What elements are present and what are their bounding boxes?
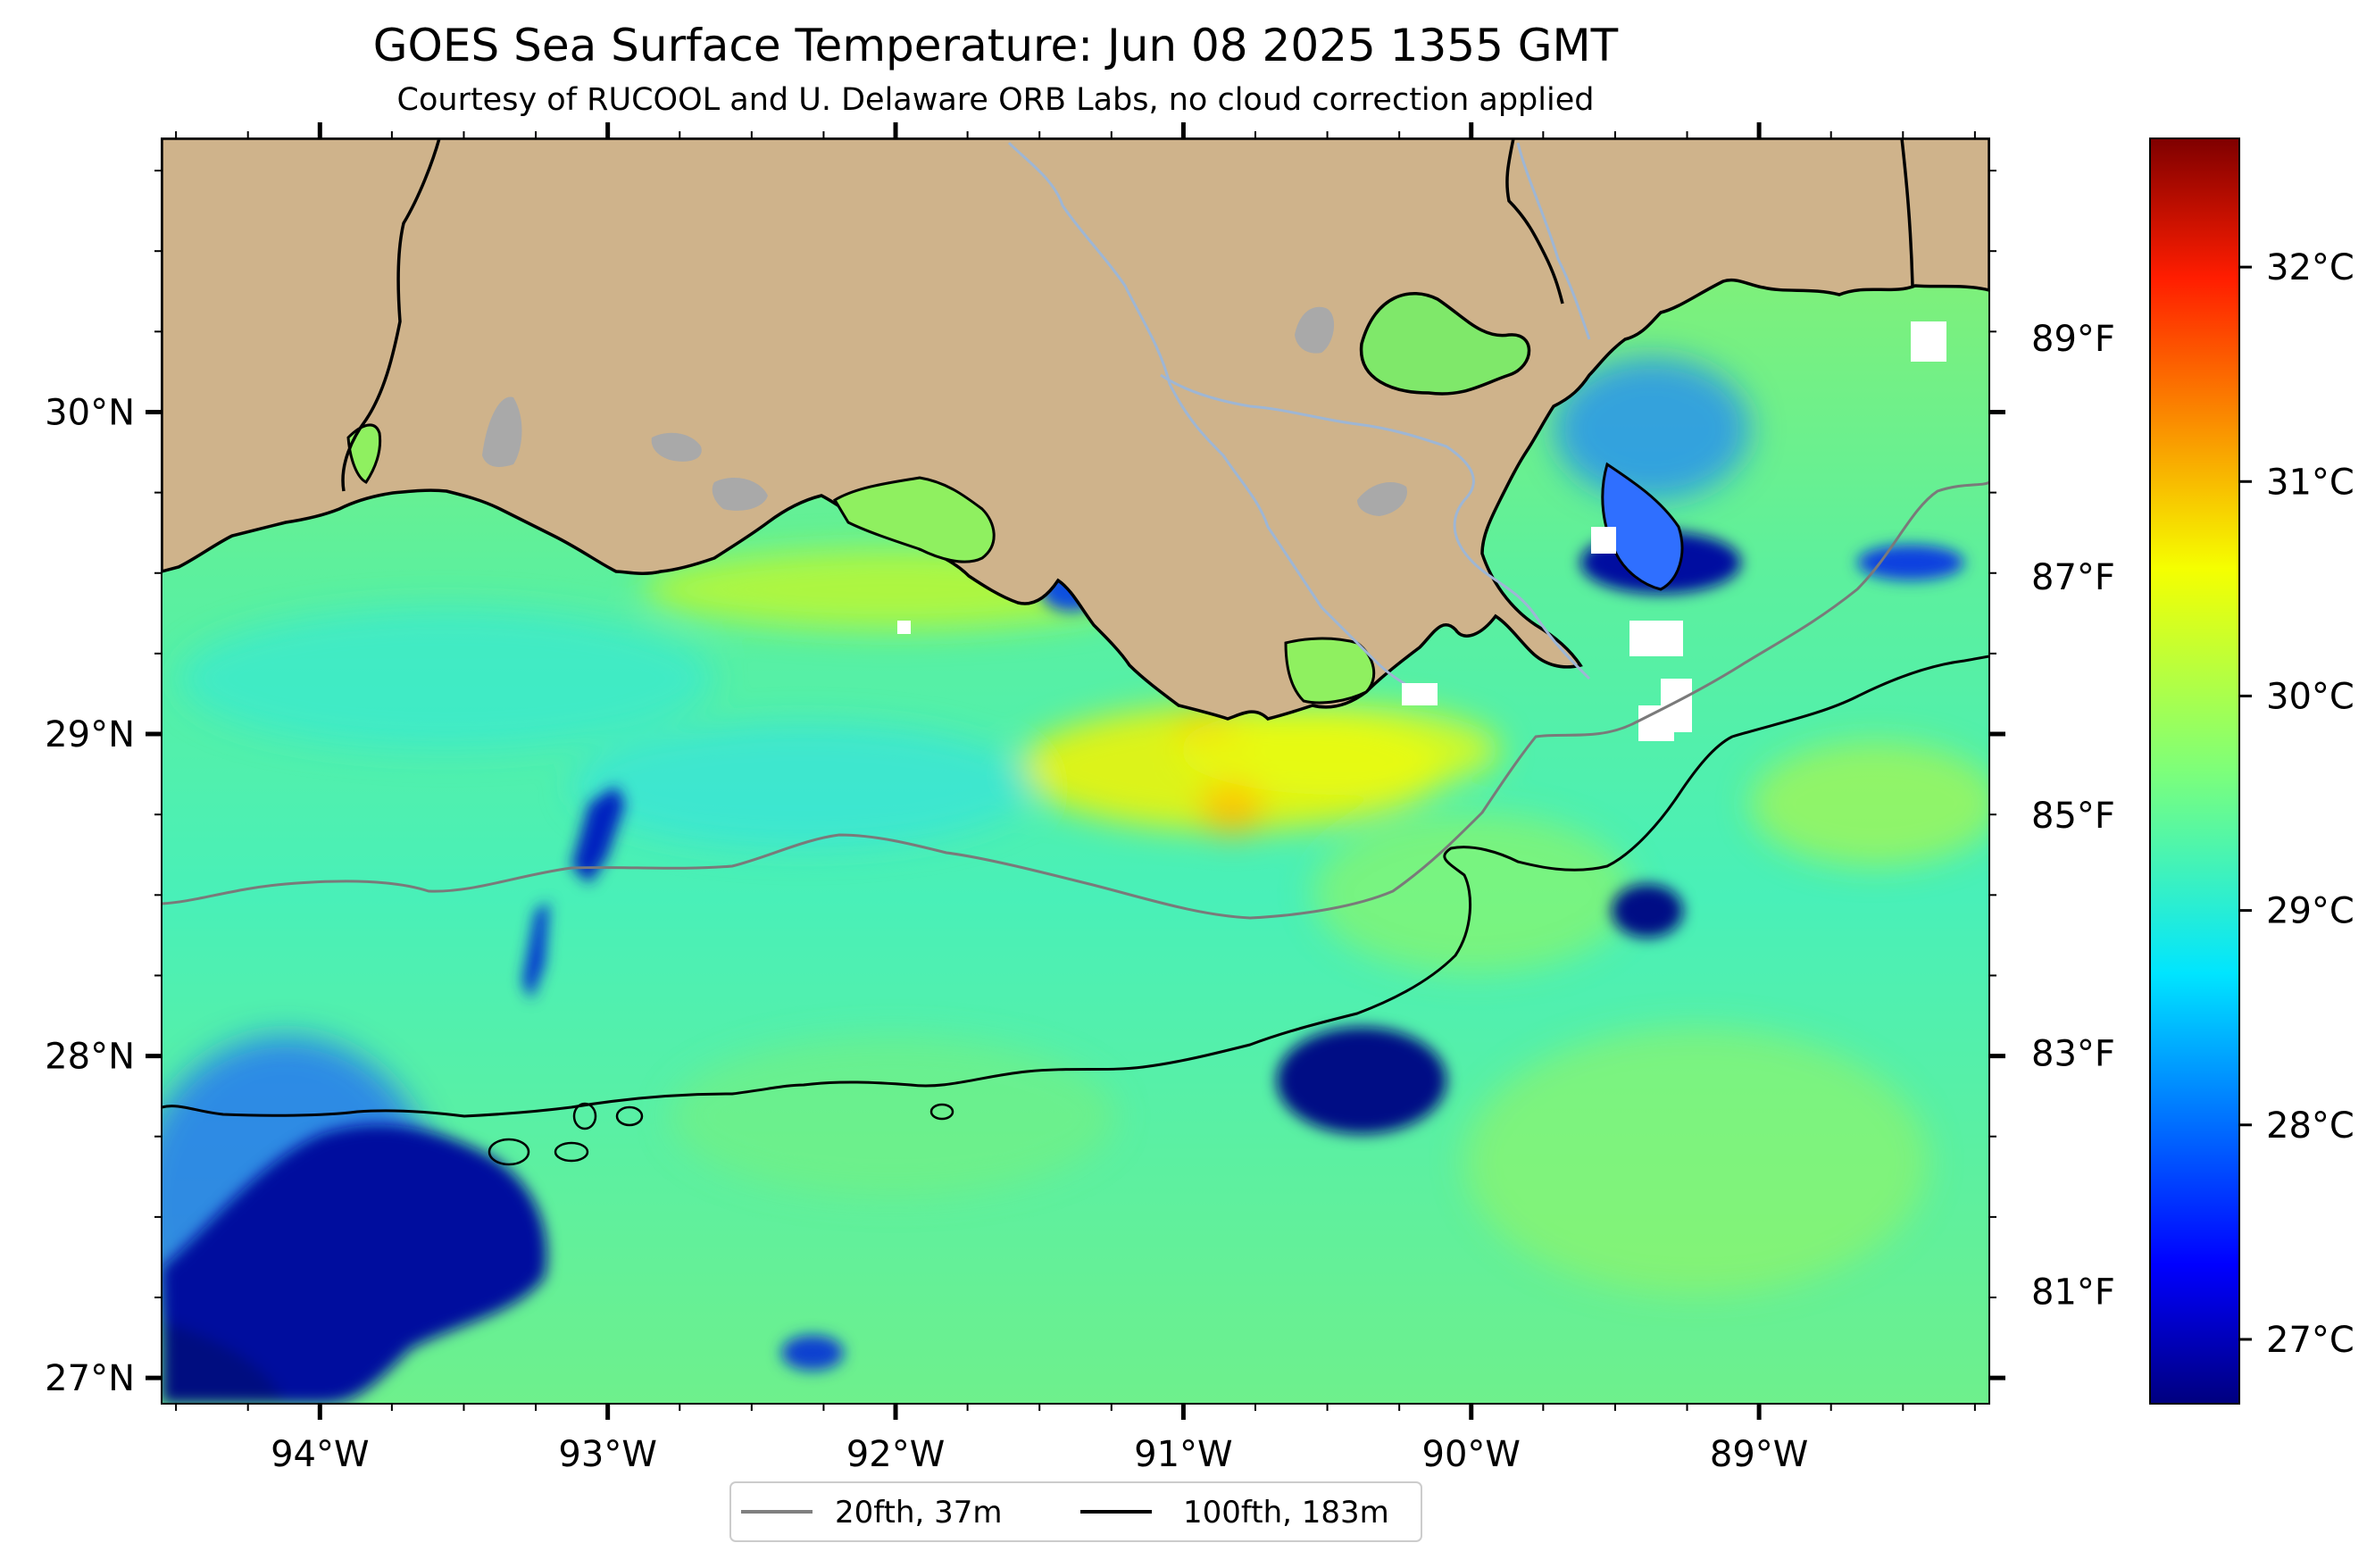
figure-subtitle: Courtesy of RUCOOL and U. Delaware ORB L…	[396, 82, 1595, 118]
colorbar-ticks: 27°C 28°C 29°C 30°C 31°C 32°C	[2239, 247, 2354, 1361]
legend-label-20fth: 20fth, 37m	[835, 1495, 1003, 1530]
celsius-tick-label: 28°C	[2266, 1105, 2354, 1147]
lon-tick-label: 93°W	[558, 1434, 656, 1475]
lon-tick-label: 92°W	[846, 1434, 945, 1475]
fahrenheit-tick-label: 83°F	[2031, 1034, 2115, 1075]
fahrenheit-tick-label: 81°F	[2031, 1272, 2115, 1314]
lon-tick-label: 94°W	[271, 1434, 369, 1475]
celsius-tick-label: 31°C	[2266, 462, 2354, 503]
lon-tick-label: 90°W	[1422, 1434, 1521, 1475]
figure-title: GOES Sea Surface Temperature: Jun 08 202…	[372, 20, 1619, 71]
rivers	[1007, 141, 1591, 698]
state-borders	[341, 138, 1914, 492]
coastal-bay-1	[832, 476, 996, 563]
coastal-bay-4	[346, 423, 382, 484]
lon-tick-label: 89°W	[1710, 1434, 1808, 1475]
fahrenheit-tick-label: 89°F	[2031, 319, 2115, 360]
celsius-tick-label: 29°C	[2266, 891, 2354, 932]
isobath-20fth	[162, 480, 1989, 920]
coastal-bay-3	[1601, 462, 1684, 591]
map-frame	[161, 138, 1990, 1405]
land-mass	[162, 138, 1989, 721]
shoal-contours	[488, 1102, 954, 1166]
fahrenheit-axis: 81°F 83°F 85°F 87°F 89°F	[2031, 319, 2115, 1313]
cold-patches	[162, 531, 1964, 1404]
legend-label-100fth: 100fth, 183m	[1183, 1495, 1389, 1530]
fahrenheit-tick-label: 87°F	[2031, 557, 2115, 598]
lat-tick-label: 28°N	[45, 1037, 135, 1078]
no-data-patches	[897, 321, 1946, 741]
coastal-bay-2	[1284, 637, 1376, 705]
lake-pontchartrain	[1359, 292, 1531, 396]
fahrenheit-tick-label: 85°F	[2031, 796, 2115, 837]
isobath-legend: 20fth, 37m 100fth, 183m	[729, 1481, 1422, 1542]
map-panel	[162, 138, 1989, 1404]
map-axis-ticks: 94°W 93°W 92°W 91°W 90°W 89°W 30°N 29°N 28°N 27°N	[45, 122, 2005, 1475]
colorbar	[2149, 138, 2240, 1405]
celsius-tick-label: 30°C	[2266, 676, 2354, 717]
celsius-tick-label: 32°C	[2266, 247, 2354, 288]
celsius-tick-label: 27°C	[2266, 1320, 2354, 1361]
lon-tick-label: 91°W	[1134, 1434, 1232, 1475]
isobath-100fth	[162, 655, 1989, 1118]
lat-tick-label: 30°N	[45, 392, 135, 433]
lat-tick-label: 27°N	[45, 1358, 135, 1399]
inland-lakes	[482, 306, 1407, 516]
lat-tick-label: 29°N	[45, 714, 135, 755]
